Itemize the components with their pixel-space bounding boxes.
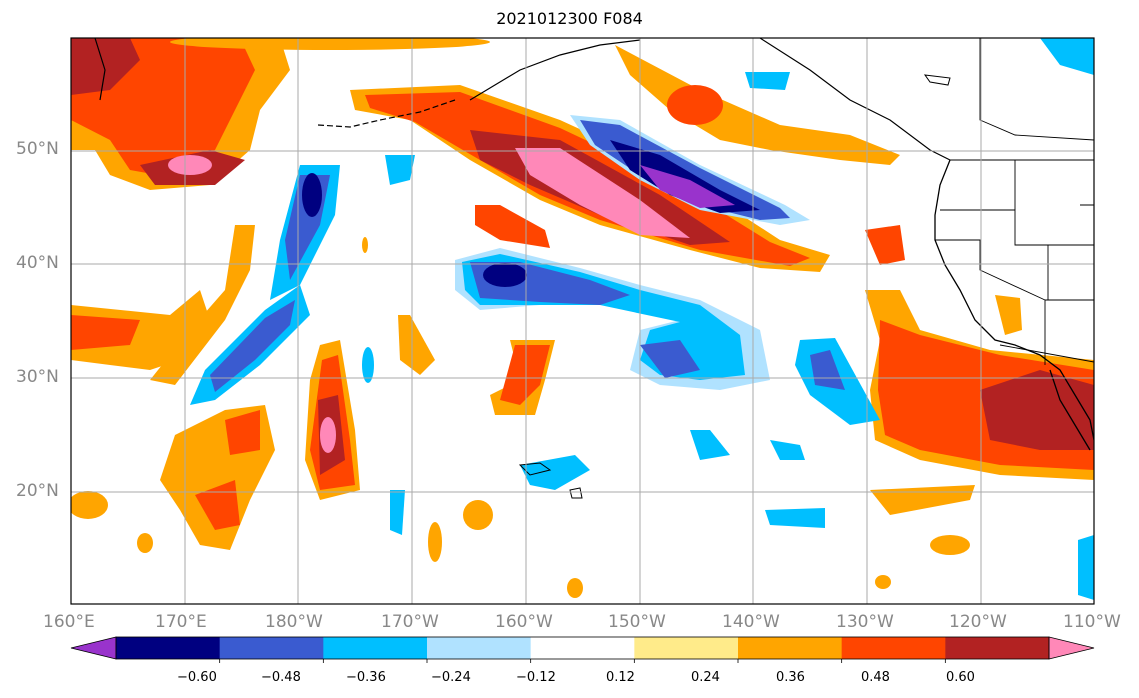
warm-anomaly bbox=[475, 205, 550, 248]
colorbar-segment bbox=[427, 637, 532, 659]
lon-label: 110°W bbox=[1063, 612, 1121, 632]
cold-anomaly bbox=[1078, 535, 1094, 600]
cold-anomaly bbox=[690, 430, 730, 460]
map-title: 2021012300 F084 bbox=[496, 9, 643, 28]
cold-anomaly bbox=[745, 72, 790, 90]
colorbar-segment bbox=[634, 637, 739, 659]
warm-anomaly bbox=[225, 410, 260, 455]
island bbox=[923, 74, 951, 86]
colorbar-segment bbox=[530, 637, 635, 659]
colorbar-extend-low bbox=[70, 636, 117, 660]
cold-anomaly bbox=[640, 165, 735, 208]
colorbar-segment bbox=[945, 637, 1050, 659]
state-border bbox=[940, 209, 1094, 246]
island bbox=[518, 462, 552, 476]
lon-label: 160°W bbox=[495, 612, 553, 632]
warm-anomaly bbox=[71, 38, 140, 95]
lon-label: 120°W bbox=[949, 612, 1007, 632]
cold-anomaly bbox=[770, 440, 805, 460]
colorbar-tick-label: −0.48 bbox=[261, 670, 301, 685]
warm-anomaly bbox=[865, 225, 905, 265]
cold-anomaly bbox=[765, 508, 825, 528]
colorbar-segment bbox=[738, 637, 843, 659]
colorbar-tick-label: 0.48 bbox=[861, 670, 890, 685]
colorbar-tick-label: 0.24 bbox=[691, 670, 720, 685]
warm-anomaly bbox=[71, 315, 140, 350]
warm-anomaly bbox=[463, 500, 493, 530]
cold-anomaly bbox=[810, 350, 845, 390]
lon-label: 170°E bbox=[155, 612, 207, 632]
lon-label: 160°E bbox=[43, 612, 95, 632]
warm-anomaly bbox=[428, 522, 442, 562]
state-border bbox=[935, 239, 1046, 365]
lat-label: 20°N bbox=[16, 481, 59, 501]
colorbar-tick-label: −0.12 bbox=[516, 670, 556, 685]
warm-anomaly bbox=[320, 417, 336, 453]
warm-anomaly bbox=[567, 578, 583, 598]
lon-label: 140°W bbox=[722, 612, 780, 632]
coastline bbox=[934, 159, 1094, 441]
cold-anomaly bbox=[640, 340, 700, 378]
colorbar-segment bbox=[116, 637, 221, 659]
lon-label: 150°W bbox=[608, 612, 666, 632]
warm-anomaly bbox=[930, 535, 970, 555]
cold-anomaly bbox=[390, 490, 405, 535]
cold-anomaly bbox=[520, 455, 590, 490]
warm-anomaly bbox=[71, 491, 108, 519]
coastline bbox=[759, 38, 951, 161]
colorbar bbox=[70, 636, 1095, 663]
coastline bbox=[1049, 369, 1091, 451]
state-border bbox=[1080, 204, 1094, 250]
colorbar-tick-label: 0.36 bbox=[776, 670, 805, 685]
colorbar-tick-label: −0.36 bbox=[346, 670, 386, 685]
cold-anomaly bbox=[302, 173, 322, 217]
warm-anomaly bbox=[995, 295, 1022, 335]
warm-anomaly bbox=[515, 148, 690, 238]
graticule bbox=[71, 38, 1094, 604]
lat-label: 50°N bbox=[16, 139, 59, 159]
warm-anomaly bbox=[980, 370, 1094, 450]
lon-label: 130°W bbox=[836, 612, 894, 632]
cold-anomaly bbox=[385, 155, 415, 185]
state-border bbox=[999, 344, 1094, 363]
colorbar-tick-label: 0.12 bbox=[606, 670, 635, 685]
lat-label: 30°N bbox=[16, 367, 59, 387]
warm-anomaly bbox=[362, 237, 368, 253]
lon-label: 180°W bbox=[265, 612, 323, 632]
cold-anomaly bbox=[210, 300, 295, 392]
warm-anomaly bbox=[500, 345, 550, 405]
colorbar-frame bbox=[115, 636, 1050, 660]
warm-anomaly bbox=[150, 225, 255, 385]
coastline bbox=[469, 39, 641, 101]
colorbar-tick-label: −0.24 bbox=[431, 670, 471, 685]
warm-anomaly bbox=[137, 533, 153, 553]
lat-label: 40°N bbox=[16, 253, 59, 273]
cold-anomaly bbox=[483, 263, 527, 287]
cold-anomaly bbox=[1040, 38, 1094, 75]
colorbar-segment bbox=[219, 637, 324, 659]
colorbar-segment bbox=[323, 637, 428, 659]
colorbar-extend-high bbox=[1048, 636, 1095, 660]
map-frame bbox=[70, 37, 1095, 605]
colorbar-segment bbox=[841, 637, 946, 659]
colorbar-tick-label: −0.60 bbox=[177, 670, 217, 685]
cold-anomaly bbox=[362, 347, 374, 383]
lon-label: 170°W bbox=[381, 612, 439, 632]
warm-anomaly bbox=[398, 315, 435, 375]
coastline bbox=[94, 38, 106, 101]
colorbar-tick-label: 0.60 bbox=[946, 670, 975, 685]
warm-anomaly bbox=[168, 155, 212, 175]
contour-field bbox=[71, 38, 1094, 600]
island bbox=[569, 487, 583, 499]
warm-anomaly bbox=[870, 485, 975, 515]
warm-anomaly bbox=[875, 575, 891, 589]
state-border bbox=[979, 38, 1094, 141]
cold-anomaly bbox=[610, 140, 760, 213]
warm-anomaly bbox=[170, 38, 490, 50]
warm-anomaly bbox=[615, 45, 900, 165]
warm-anomaly bbox=[667, 85, 723, 125]
coastline bbox=[317, 99, 456, 128]
